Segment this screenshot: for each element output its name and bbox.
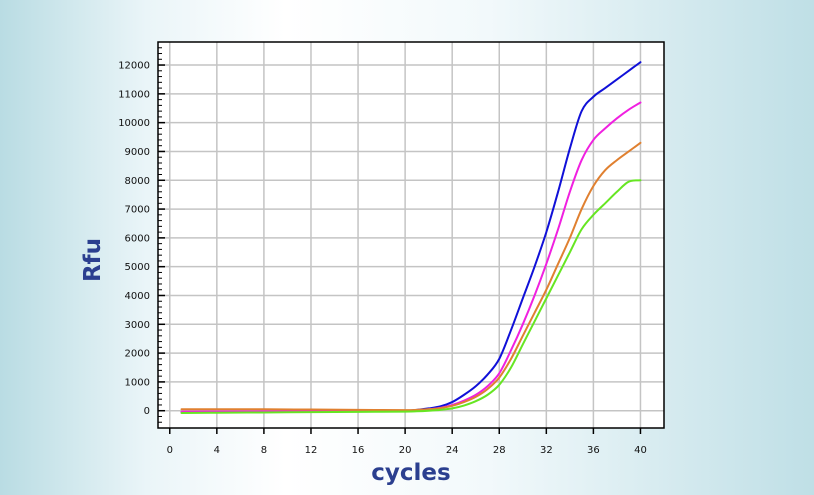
y-tick-label: 11000 <box>118 89 150 100</box>
y-tick-label: 8000 <box>125 176 150 187</box>
x-tick-label: 32 <box>540 445 553 456</box>
x-axis-title: cycles <box>371 460 450 486</box>
y-tick-label: 5000 <box>125 262 150 273</box>
y-tick-label: 4000 <box>125 291 150 302</box>
x-tick-label: 16 <box>352 445 365 456</box>
plot-frame <box>157 41 665 429</box>
x-tick-label: 36 <box>587 445 600 456</box>
y-tick-label: 9000 <box>125 147 150 158</box>
x-axis: 0 4 8 12 16 20 24 28 32 36 40 <box>167 428 647 456</box>
y-tick-label: 6000 <box>125 233 150 244</box>
x-tick-label: 40 <box>634 445 647 456</box>
y-tick-label: 7000 <box>125 205 150 216</box>
y-tick-label: 2000 <box>125 349 150 360</box>
series-lines <box>180 61 642 415</box>
y-tick-label: 3000 <box>125 320 150 331</box>
y-tick-label: 12000 <box>118 61 150 72</box>
plot-area <box>158 42 664 428</box>
y-axis: 0 1000 2000 3000 4000 5000 6000 7000 8000 9000 100… <box>118 47 165 423</box>
x-tick-label: 8 <box>261 445 267 456</box>
x-tick-label: 0 <box>167 445 173 456</box>
x-tick-label: 4 <box>214 445 220 456</box>
x-tick-label: 12 <box>305 445 318 456</box>
y-tick-label: 1000 <box>125 377 150 388</box>
series-line-3 <box>180 141 642 412</box>
y-axis-title: Rfu <box>80 238 106 282</box>
x-tick-label: 28 <box>493 445 506 456</box>
y-tick-label: 0 <box>144 406 150 417</box>
series-line-4 <box>180 179 642 415</box>
x-tick-label: 20 <box>399 445 412 456</box>
y-tick-label: 10000 <box>118 118 150 129</box>
x-tick-label: 24 <box>446 445 459 456</box>
